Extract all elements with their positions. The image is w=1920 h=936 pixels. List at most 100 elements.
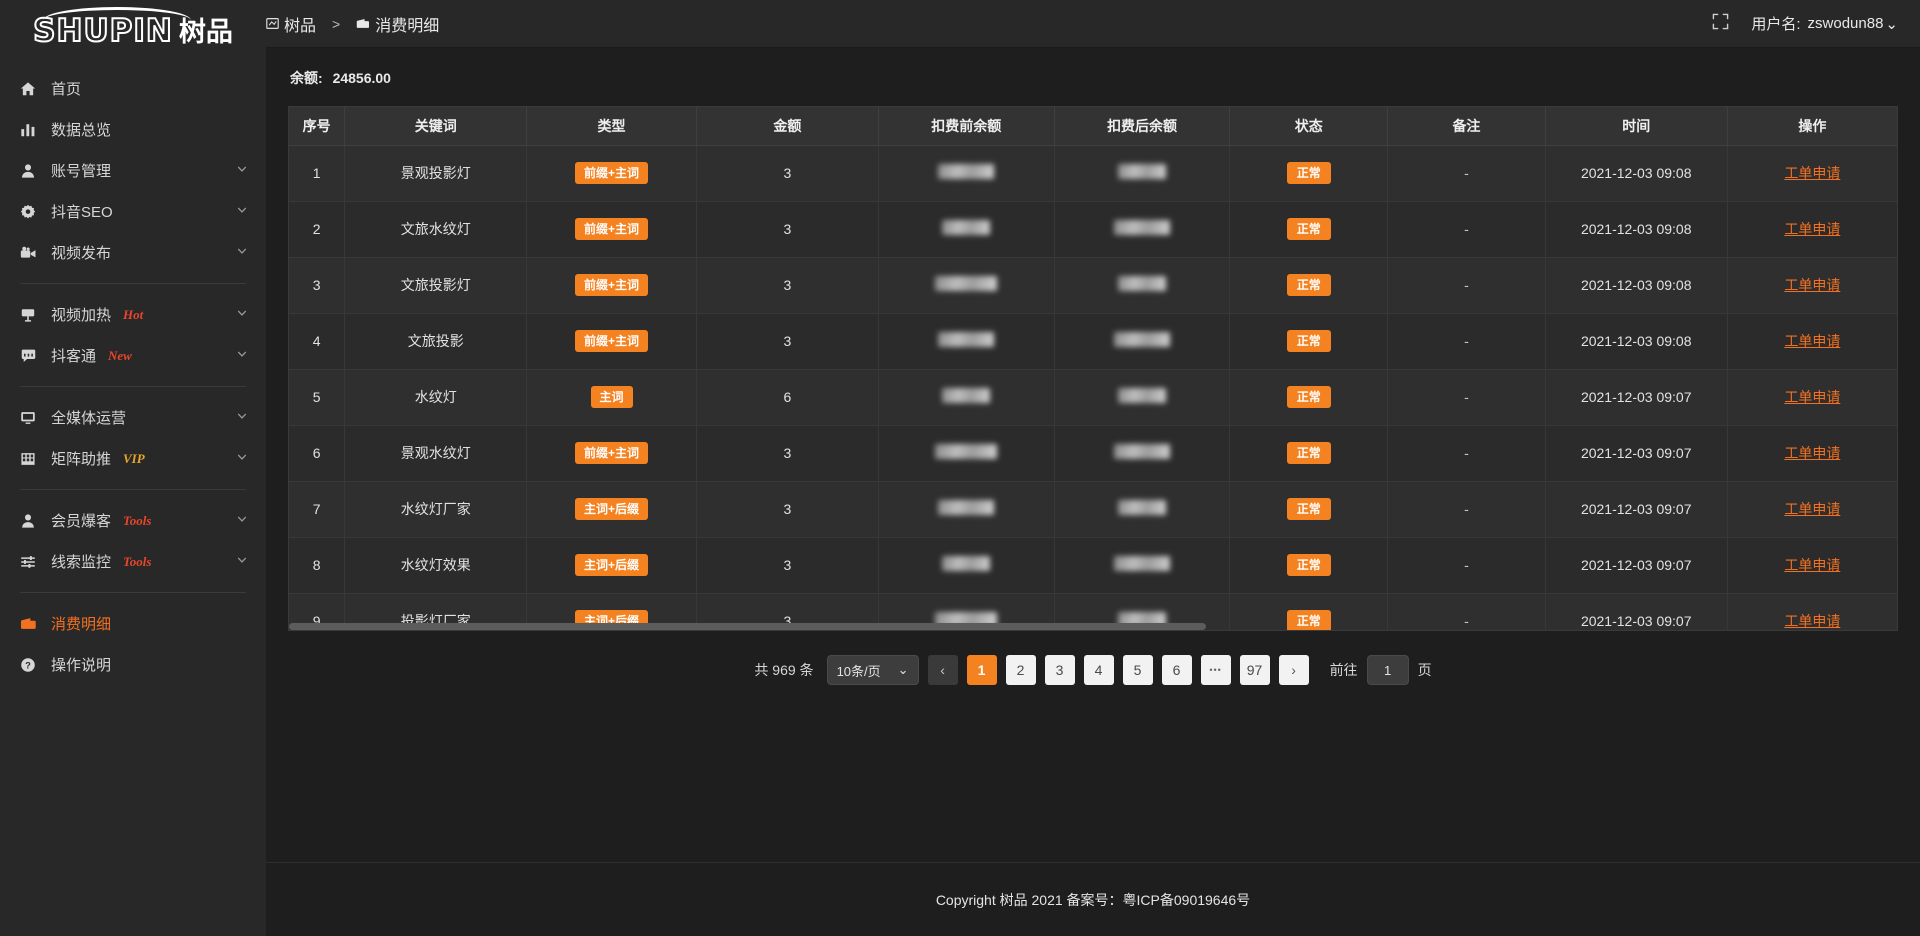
cell-action[interactable]: 工单申请 (1727, 481, 1897, 538)
ticket-apply-link[interactable]: 工单申请 (1784, 221, 1841, 237)
sidebar-item-15[interactable]: 消费明细 (0, 603, 266, 644)
type-badge: 前缀+主词 (575, 217, 649, 241)
chevron-down-icon[interactable] (236, 306, 248, 323)
sidebar-item-label: 抖客通 (51, 348, 97, 365)
goto-input[interactable] (1366, 655, 1409, 685)
sidebar-item-10[interactable]: 矩阵助推 VIP (0, 438, 266, 479)
ticket-apply-link[interactable]: 工单申请 (1784, 389, 1841, 405)
remark-value: - (1464, 389, 1469, 405)
chevron-down-icon: ⌄ (897, 662, 909, 677)
breadcrumb-root[interactable]: 树品 (266, 12, 316, 36)
pagination-prev-button[interactable]: ‹ (927, 655, 958, 685)
bar-chart-icon (20, 121, 42, 139)
cell-action[interactable]: 工单申请 (1727, 425, 1897, 482)
sidebar-item-label: 全媒体运营 (51, 410, 127, 427)
chevron-down-icon[interactable] (236, 553, 248, 570)
chevron-down-icon[interactable] (236, 347, 248, 364)
chevron-down-icon[interactable] (236, 244, 248, 261)
megaphone-icon (20, 306, 42, 324)
cell-time: 2021-12-03 09:08 (1545, 313, 1728, 370)
ticket-apply-link[interactable]: 工单申请 (1784, 613, 1841, 629)
sidebar-item-9[interactable]: 全媒体运营 (0, 397, 266, 438)
cell-keyword: 景观投影灯 (344, 145, 528, 202)
masked-value (1114, 444, 1171, 459)
pagination-ellipsis[interactable]: ••• (1200, 655, 1231, 685)
cell-keyword: 景观水纹灯 (344, 425, 528, 482)
sidebar-item-4[interactable]: 视频发布 (0, 232, 266, 273)
cell-balance-after (1054, 313, 1231, 370)
cell-remark: - (1387, 145, 1546, 202)
column-header-1: 关键词 (344, 107, 528, 146)
goto-unit: 页 (1417, 662, 1432, 678)
cell-action[interactable]: 工单申请 (1727, 257, 1897, 314)
chevron-down-icon[interactable] (236, 409, 248, 426)
ticket-apply-link[interactable]: 工单申请 (1784, 501, 1841, 517)
remark-value: - (1464, 277, 1469, 293)
home-icon (20, 80, 42, 98)
sidebar-item-6[interactable]: 视频加热 Hot (0, 294, 266, 335)
pagination-page-3[interactable]: 3 (1044, 655, 1075, 685)
cell-type: 前缀+主词 (526, 313, 697, 370)
pagination-page-1[interactable]: 1 (966, 655, 997, 685)
pagination-page-4[interactable]: 4 (1083, 655, 1114, 685)
cell-status: 正常 (1229, 201, 1389, 258)
type-badge: 主词+后缀 (575, 497, 649, 521)
fullscreen-icon[interactable] (1712, 13, 1729, 34)
balance-label: 余额: (290, 70, 323, 86)
cell-status: 正常 (1229, 481, 1389, 538)
pagination-page-5[interactable]: 5 (1122, 655, 1153, 685)
ticket-apply-link[interactable]: 工单申请 (1784, 445, 1841, 461)
logo-arc-decoration (43, 6, 192, 23)
sidebar-item-label: 数据总览 (51, 122, 112, 139)
sidebar-item-12[interactable]: 会员爆客 Tools (0, 500, 266, 541)
pagination-page-2[interactable]: 2 (1005, 655, 1036, 685)
masked-value (1118, 276, 1167, 291)
ticket-apply-link[interactable]: 工单申请 (1784, 165, 1841, 181)
pagination-pages: 1 2 3 4 5 6 ••• 97 (966, 655, 1270, 685)
sidebar-item-2[interactable]: 账号管理 (0, 150, 266, 191)
cell-amount: 3 (696, 425, 879, 482)
sidebar-item-3[interactable]: 抖音SEO (0, 191, 266, 232)
pagination-next-button[interactable]: › (1278, 655, 1309, 685)
chevron-down-icon[interactable] (236, 450, 248, 467)
sidebar-item-13[interactable]: 线索监控 Tools (0, 541, 266, 582)
masked-value (942, 220, 991, 235)
scrollbar-thumb[interactable] (289, 623, 1206, 630)
sidebar-item-0[interactable]: 首页 (0, 68, 266, 109)
svg-text:?: ? (25, 660, 31, 670)
brand-logo[interactable]: SHUPIN 树品 (0, 0, 266, 58)
sidebar-item-7[interactable]: 抖客通 New (0, 335, 266, 376)
page-size-select[interactable]: 10条/页 ⌄ (826, 655, 919, 685)
cell-action[interactable]: 工单申请 (1727, 145, 1897, 202)
cell-action[interactable]: 工单申请 (1727, 201, 1897, 258)
cell-remark: - (1387, 537, 1546, 594)
cell-remark: - (1387, 369, 1546, 426)
table-row: 4 文旅投影 前缀+主词 3 正常 - 2021-12-03 09:08 工单申请 (289, 313, 1897, 370)
sidebar-item-1[interactable]: 数据总览 (0, 109, 266, 150)
ticket-apply-link[interactable]: 工单申请 (1784, 333, 1841, 349)
breadcrumb-current[interactable]: 消费明细 (356, 12, 439, 36)
ticket-apply-link[interactable]: 工单申请 (1784, 277, 1841, 293)
column-header-0: 序号 (289, 107, 346, 146)
pagination-page-97[interactable]: 97 (1239, 655, 1270, 685)
sidebar-item-badge: Tools (123, 553, 152, 569)
cell-action[interactable]: 工单申请 (1727, 369, 1897, 426)
sidebar: SHUPIN 树品 首页数据总览账号管理 抖音SEO 视频发布视频加热 Hot 抖客通 N… (0, 0, 266, 936)
cell-action[interactable]: 工单申请 (1727, 537, 1897, 594)
chevron-down-icon[interactable] (236, 162, 248, 179)
sidebar-item-16[interactable]: ? 操作说明 (0, 644, 266, 685)
cell-action[interactable]: 工单申请 (1727, 593, 1897, 630)
chevron-down-icon[interactable] (236, 512, 248, 529)
cell-action[interactable]: 工单申请 (1727, 313, 1897, 370)
ticket-apply-link[interactable]: 工单申请 (1784, 557, 1841, 573)
user-menu[interactable]: 用户名: zswodun88 ⌄ (1751, 13, 1898, 34)
chevron-down-icon[interactable] (236, 203, 248, 220)
status-badge: 正常 (1286, 161, 1331, 185)
table-horizontal-scrollbar[interactable] (289, 623, 1897, 630)
pagination-page-6[interactable]: 6 (1161, 655, 1192, 685)
remark-value: - (1464, 221, 1469, 237)
cell-balance-before (878, 369, 1055, 426)
wallet-icon (20, 615, 42, 633)
